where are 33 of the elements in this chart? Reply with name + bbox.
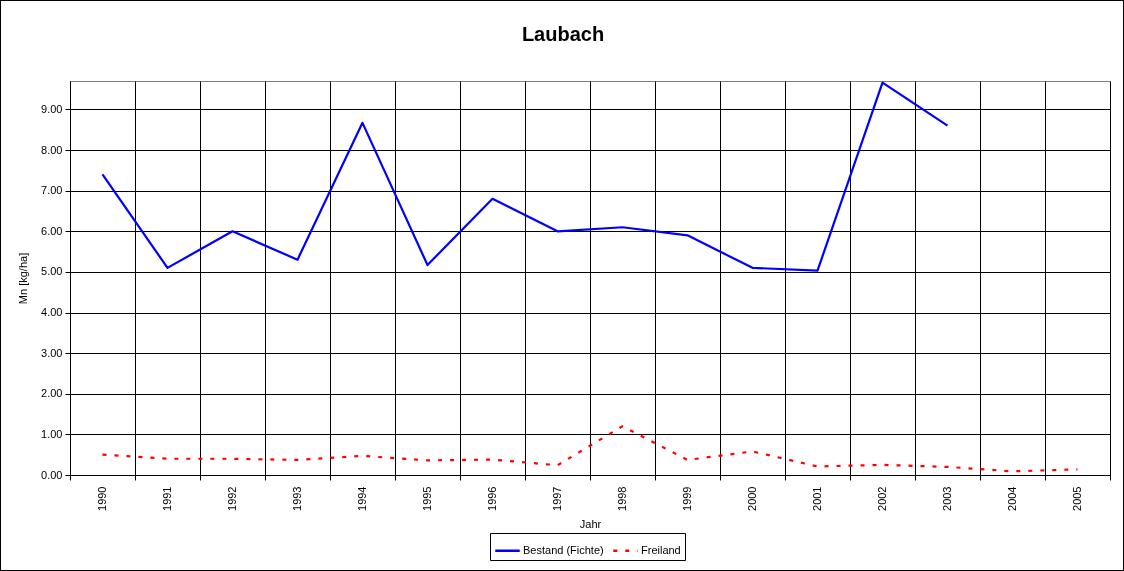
x-tick-label: 2004 [1006,486,1018,511]
x-axis-title: Jahr [579,517,602,530]
x-tick-label: 2001 [811,486,823,511]
x-tick-label: 2000 [746,486,758,511]
x-tick-label: 1998 [616,486,628,511]
x-tick-label: 1995 [421,486,433,511]
line-series [101,425,1079,473]
x-tick-label: 1999 [681,486,693,511]
x-tick-label: 1994 [356,486,368,511]
y-tick-label: 0.00 [41,468,63,481]
y-tick-label: 2.00 [41,387,63,400]
y-tick-label: 6.00 [41,224,63,237]
legend-label: Bestand (Fichte) [523,543,604,556]
y-axis-title: Mn [kg/ha] [17,252,30,305]
x-tick-label: 1996 [486,486,498,511]
x-tick-label: 1997 [551,486,563,511]
line-series [101,81,949,272]
y-tick-label: 5.00 [41,265,63,278]
y-tick-label: 8.00 [41,143,63,156]
x-tick-label: 2003 [941,486,953,511]
x-tick-label: 1992 [226,486,238,511]
chart-title: Laubach [521,23,605,45]
x-tick-label: 2002 [876,486,888,511]
x-tick-label: 2005 [1071,486,1083,511]
x-tick-label: 1990 [96,486,108,511]
y-tick-label: 7.00 [41,184,63,197]
y-tick-label: 3.00 [41,346,63,359]
x-tick-label: 1991 [161,486,173,511]
x-tick-label: 1993 [291,486,303,511]
y-tick-label: 9.00 [41,102,63,115]
y-tick-label: 1.00 [41,427,63,440]
y-tick-label: 4.00 [41,306,63,319]
legend-label: Freiland [641,543,681,556]
